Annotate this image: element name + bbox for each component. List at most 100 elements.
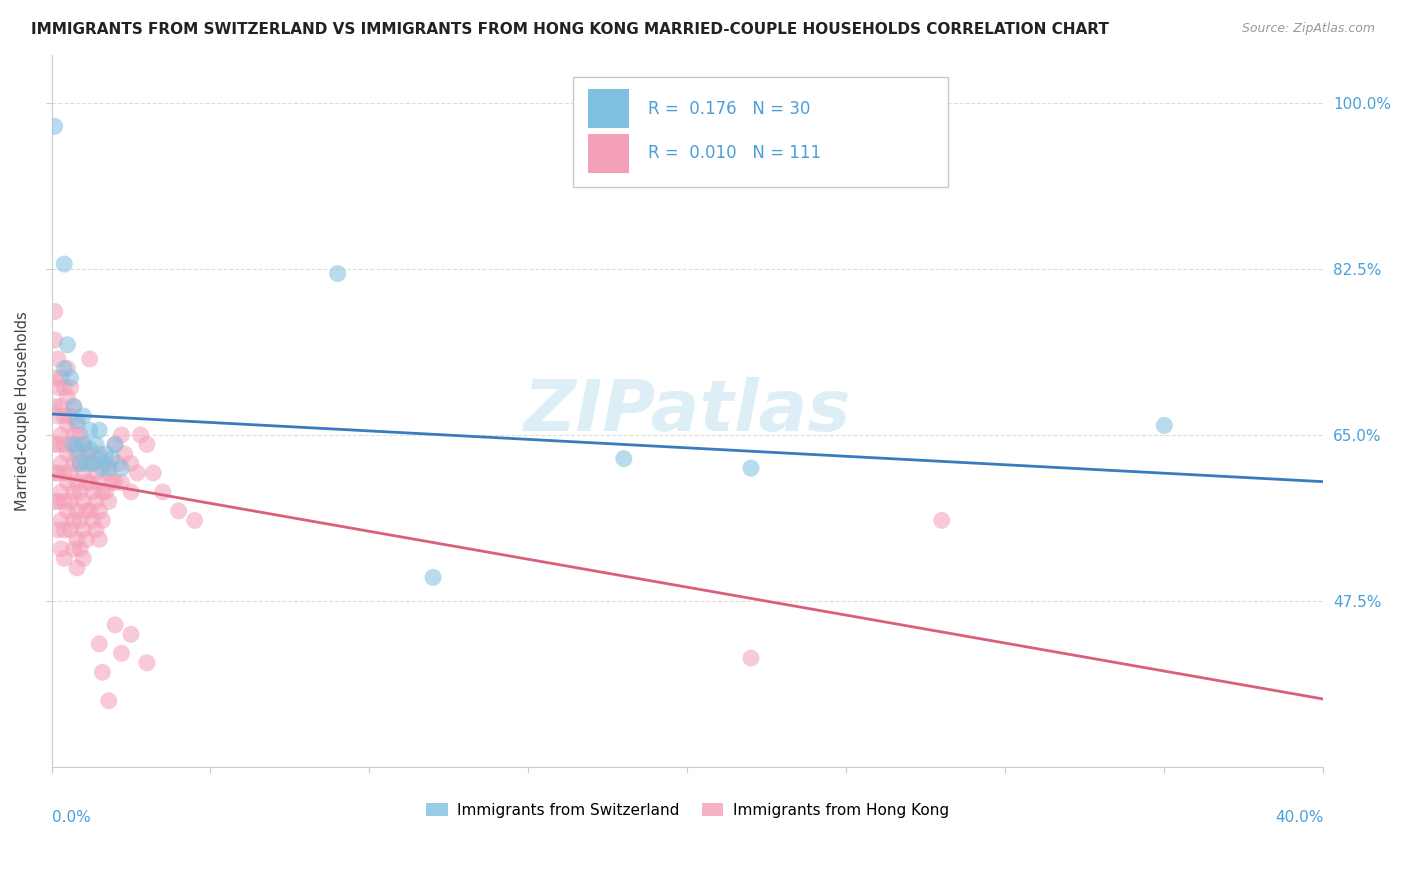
Point (53, 466, 76, 480)
Point (46, 437, 69, 451)
Point (56, 361, 79, 376)
Point (49, 428, 72, 442)
Point (740, 461, 762, 475)
Point (120, 627, 142, 641)
Point (135, 437, 157, 451)
Point (66, 414, 89, 428)
Point (97, 466, 120, 480)
Point (142, 466, 165, 480)
Point (104, 475, 127, 490)
Point (79, 351, 101, 366)
Point (89, 423, 111, 437)
Point (104, 437, 127, 451)
Point (114, 447, 136, 461)
Point (53, 409, 76, 423)
Point (89, 637, 111, 651)
Point (44, 371, 66, 385)
Point (72, 551, 94, 566)
Point (69, 428, 91, 442)
Point (66, 533, 89, 547)
Point (56, 390, 79, 404)
Point (69, 541, 91, 556)
Point (931, 513, 953, 527)
Point (110, 428, 132, 442)
FancyBboxPatch shape (574, 77, 948, 187)
Point (129, 428, 152, 442)
Point (69, 513, 91, 527)
Y-axis label: Married-couple Households: Married-couple Households (15, 311, 30, 511)
Point (44, 494, 66, 508)
Point (76, 457, 98, 471)
Point (127, 466, 149, 480)
Point (46, 494, 69, 508)
Point (79, 475, 101, 490)
Point (49, 457, 72, 471)
Point (69, 457, 91, 471)
Point (59, 437, 82, 451)
Point (49, 400, 72, 414)
Point (56, 475, 79, 490)
Point (82, 484, 104, 499)
Point (101, 451, 124, 466)
Point (53, 494, 76, 508)
Text: R =  0.176   N = 30: R = 0.176 N = 30 (648, 100, 810, 118)
Point (62, 484, 84, 499)
Point (66, 561, 89, 575)
Point (62, 457, 84, 471)
Point (49, 513, 72, 527)
Point (66, 504, 89, 518)
Point (76, 475, 98, 490)
Point (66, 418, 89, 433)
Point (56, 337, 79, 351)
Point (101, 475, 124, 490)
Point (97, 694, 120, 708)
Point (66, 442, 89, 457)
Point (104, 617, 127, 632)
Point (69, 457, 91, 471)
Text: Source: ZipAtlas.com: Source: ZipAtlas.com (1241, 22, 1375, 36)
Point (89, 475, 111, 490)
Point (59, 494, 82, 508)
Point (46, 351, 69, 366)
Point (59, 371, 82, 385)
Point (72, 437, 94, 451)
Point (53, 551, 76, 566)
Point (76, 533, 98, 547)
Point (167, 504, 190, 518)
Point (62, 400, 84, 414)
Point (422, 570, 444, 584)
Point (66, 447, 89, 461)
Text: ZIPatlas: ZIPatlas (523, 376, 851, 446)
Point (79, 442, 101, 457)
Point (59, 380, 82, 394)
Point (66, 475, 89, 490)
Point (62, 437, 84, 451)
Point (44, 304, 66, 318)
Point (46, 409, 69, 423)
Text: 40.0%: 40.0% (1275, 810, 1323, 825)
Point (56, 504, 79, 518)
Point (49, 541, 72, 556)
Point (89, 451, 111, 466)
Point (72, 523, 94, 537)
Point (91, 513, 114, 527)
Point (84, 466, 107, 480)
FancyBboxPatch shape (588, 89, 628, 128)
Point (79, 423, 101, 437)
Text: IMMIGRANTS FROM SWITZERLAND VS IMMIGRANTS FROM HONG KONG MARRIED-COUPLE HOUSEHOL: IMMIGRANTS FROM SWITZERLAND VS IMMIGRANT… (31, 22, 1109, 37)
Point (94, 447, 117, 461)
Point (94, 457, 117, 471)
Point (53, 361, 76, 376)
Point (53, 257, 76, 271)
Point (76, 504, 98, 518)
Point (1153, 418, 1175, 433)
Legend: Immigrants from Switzerland, Immigrants from Hong Kong: Immigrants from Switzerland, Immigrants … (420, 797, 955, 823)
Point (44, 437, 66, 451)
Point (53, 437, 76, 451)
Point (107, 457, 129, 471)
Point (97, 461, 120, 475)
Point (79, 504, 101, 518)
Point (62, 428, 84, 442)
Point (62, 513, 84, 527)
Point (91, 461, 114, 475)
